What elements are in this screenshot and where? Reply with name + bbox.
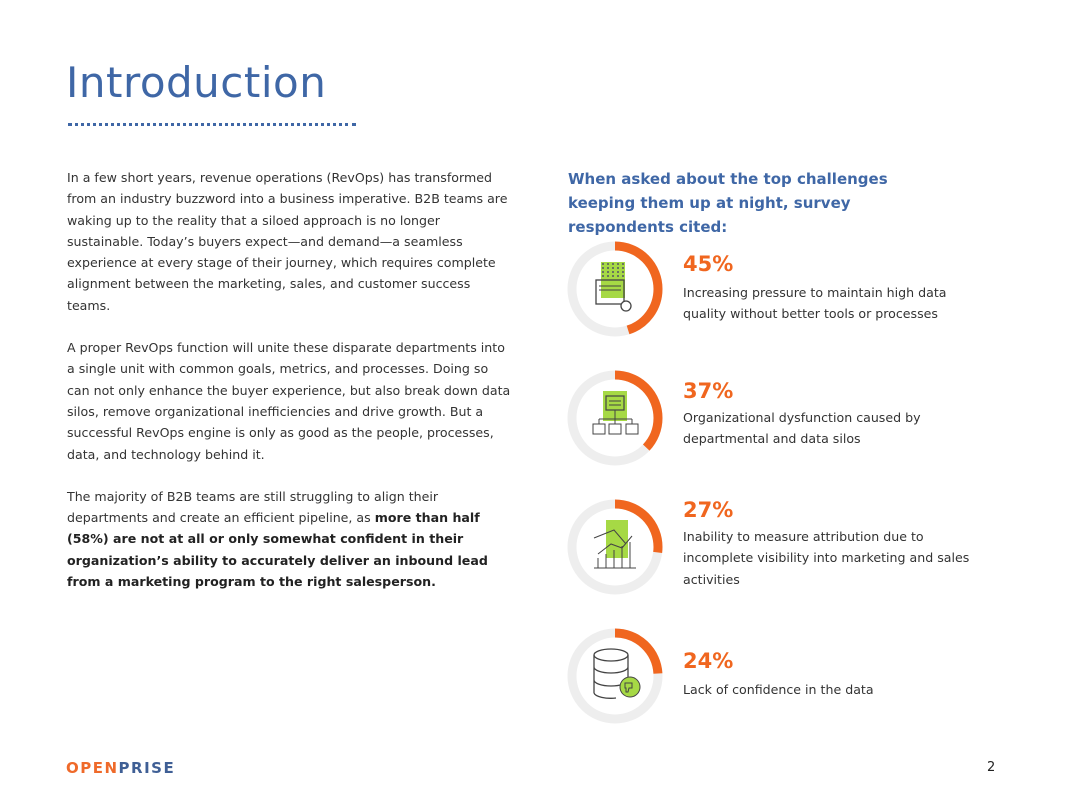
paragraph: A proper RevOps function will unite thes… [67,340,511,462]
stat-percent: 27% [683,498,734,522]
donut-fill [567,241,663,337]
openprise-logo: OPENPRISE [66,759,176,777]
org-chart-icon [592,391,639,435]
document-gear-icon [595,262,632,312]
stat-description: Lack of confidence in the data [683,682,874,697]
stat-percent: 24% [683,649,734,673]
paragraph: In a few short years, revenue operations… [67,170,508,313]
donut-fill [567,499,663,595]
stat-percent: 45% [683,252,734,276]
stat-description: Organizational dysfunction caused by dep… [683,410,921,447]
paragraph-text: The majority of B2B teams are still stru… [67,488,439,526]
paragraph-bold-text: more than half (58%) are not at all or o… [67,510,488,590]
stat-description: Inability to measure attribution due to … [683,529,970,587]
growth-chart-icon [593,520,636,569]
stat-donut [567,628,663,724]
donut-fill [567,370,663,466]
stat-description: Increasing pressure to maintain high dat… [683,285,947,322]
page-title: Introduction [66,58,327,107]
paragraph: The majority of B2B teams are still stru… [67,486,512,592]
page-number: 2 [987,760,996,775]
stat-donut [567,241,663,337]
stat-donut [567,370,663,466]
title-divider [68,123,356,126]
stat-percent: 37% [683,379,734,403]
stat-donut [567,499,663,595]
donut-fill [567,628,663,724]
database-thumbs-down-icon [593,648,641,699]
stats-heading: When asked about the top challenges keep… [568,170,888,236]
intro-text: In a few short years, revenue operations… [67,167,512,613]
